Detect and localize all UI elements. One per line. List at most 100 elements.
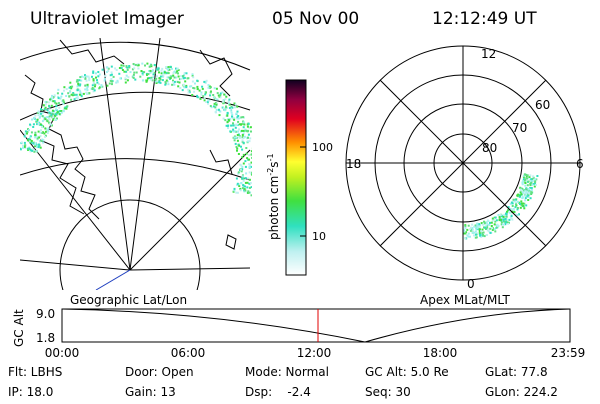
aurora-pixel <box>464 226 467 229</box>
aurora-pixel <box>475 228 478 231</box>
aurora-pixel <box>185 84 188 87</box>
aurora-pixel <box>224 98 227 101</box>
aurora-pixel <box>92 71 95 74</box>
aurora-pixel <box>521 202 523 205</box>
aurora-pixel <box>253 174 255 176</box>
aurora-pixel <box>32 123 35 126</box>
aurora-pixel <box>148 65 151 68</box>
aurora-pixel <box>203 80 206 83</box>
aurora-pixel <box>502 215 505 218</box>
aurora-pixel <box>86 83 89 86</box>
aurora-pixel <box>159 75 162 78</box>
aurora-pixel <box>81 75 83 78</box>
aurora-pixel <box>41 115 44 117</box>
aurora-pixel <box>34 145 37 148</box>
aurora-pixel <box>247 177 250 180</box>
aurora-pixel <box>161 79 164 82</box>
aurora-pixel <box>514 206 517 209</box>
aurora-pixel <box>230 111 233 114</box>
aurora-pixel <box>253 186 255 188</box>
aurora-pixel <box>54 113 57 116</box>
aurora-pixel <box>82 76 85 79</box>
aurora-pixel <box>237 171 240 174</box>
aurora-pixel <box>534 183 537 186</box>
aurora-pixel <box>187 91 190 94</box>
aurora-pixel <box>531 178 534 180</box>
aurora-pixel <box>126 79 129 82</box>
aurora-pixel <box>241 187 244 190</box>
aurora-pixel <box>65 107 68 110</box>
aurora-pixel <box>56 92 59 95</box>
aurora-pixel <box>242 153 245 156</box>
aurora-pixel <box>233 117 236 120</box>
aurora-pixel <box>111 83 113 86</box>
aurora-pixel <box>92 78 95 81</box>
aurora-pixel <box>239 189 242 192</box>
aurora-pixel <box>205 79 208 82</box>
aurora-pixel <box>242 179 245 182</box>
aurora-pixel <box>238 144 241 147</box>
info-field: Flt: LBHS <box>8 365 62 379</box>
aurora-pixel <box>482 234 485 237</box>
aurora-pixel <box>126 68 129 71</box>
aurora-pixel <box>522 175 525 178</box>
aurora-pixel <box>146 73 148 76</box>
aurora-pixel <box>69 81 72 84</box>
aurora-pixel <box>183 86 186 89</box>
aurora-pixel <box>150 65 153 68</box>
timeline: GC Alt 9.0 1.8 00:00 06:00 12:00 18:00 2… <box>12 307 585 360</box>
aurora-pixel <box>248 191 251 194</box>
polar-label: 6 <box>576 157 584 171</box>
aurora-pixel <box>506 221 509 224</box>
aurora-pixel <box>143 71 146 74</box>
aurora-pixel <box>470 228 473 231</box>
aurora-pixel <box>99 86 102 89</box>
aurora-pixel <box>215 108 218 111</box>
aurora-pixel <box>476 223 479 226</box>
aurora-pixel <box>473 225 476 228</box>
aurora-pixel <box>214 106 217 109</box>
aurora-pixel <box>245 152 248 155</box>
aurora-pixel <box>242 126 245 129</box>
aurora-pixel <box>95 76 97 79</box>
aurora-pixel <box>119 77 122 80</box>
aurora-pixel <box>78 93 81 96</box>
colorbar-tick-label: 10 <box>312 230 326 243</box>
aurora-pixel <box>52 112 55 115</box>
aurora-pixel <box>248 186 251 189</box>
aurora-pixel <box>30 140 33 142</box>
aurora-pixel <box>511 205 514 207</box>
aurora-pixel <box>255 153 257 155</box>
aurora-pixel <box>528 192 531 195</box>
aurora-pixel <box>49 98 51 101</box>
aurora-pixel <box>482 231 485 234</box>
aurora-pixel <box>466 228 469 231</box>
aurora-pixel <box>173 70 176 73</box>
aurora-pixel <box>236 182 239 185</box>
aurora-pixel <box>51 94 53 97</box>
aurora-pixel <box>34 114 37 117</box>
aurora-pixel <box>20 148 22 151</box>
aurora-pixel <box>41 111 44 114</box>
aurora-pixel <box>247 190 250 193</box>
aurora-pixel <box>39 123 42 126</box>
aurora-pixel <box>183 72 186 74</box>
aurora-pixel <box>255 186 257 188</box>
geo-image <box>20 38 257 290</box>
aurora-pixel <box>255 140 257 142</box>
aurora-pixel <box>167 67 170 70</box>
aurora-pixel <box>241 165 244 168</box>
aurora-pixel <box>499 218 502 221</box>
aurora-pixel <box>159 78 162 81</box>
aurora-pixel <box>66 105 69 108</box>
aurora-pixel <box>497 214 500 216</box>
aurora-pixel <box>510 213 513 216</box>
aurora-pixel <box>234 142 237 145</box>
aurora-pixel <box>253 160 255 162</box>
aurora-pixel <box>232 128 235 131</box>
aurora-pixel <box>489 231 492 234</box>
aurora-pixel <box>225 105 227 108</box>
aurora-pixel <box>50 111 53 114</box>
aurora-pixel <box>80 79 83 82</box>
aurora-pixel <box>63 86 66 89</box>
